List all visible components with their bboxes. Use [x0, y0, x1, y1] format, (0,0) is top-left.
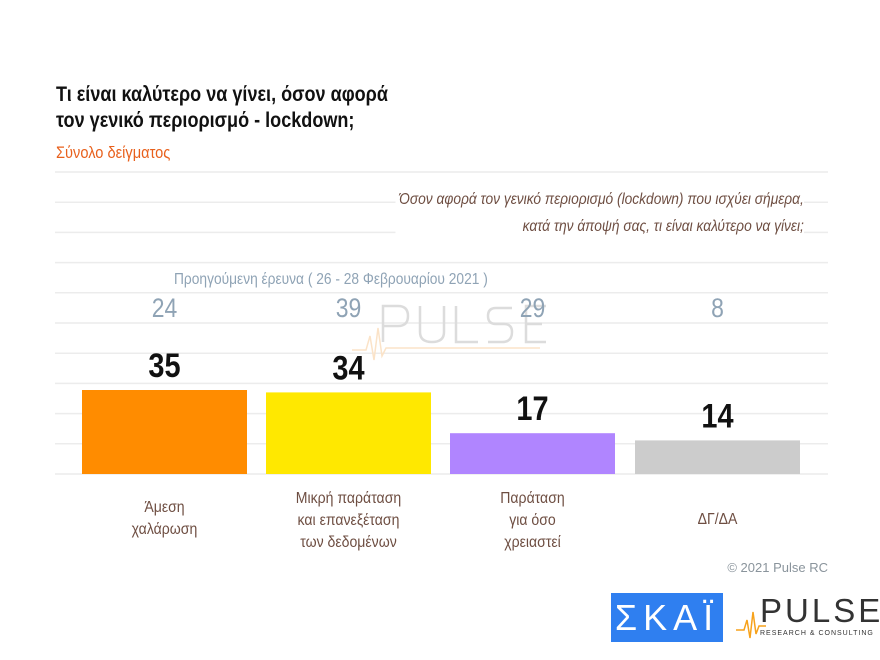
- survey-question: Όσον αφορά τον γενικό περιορισμό (lockdo…: [395, 186, 804, 240]
- data-label: 35: [148, 346, 180, 385]
- pulse-wave-icon: [736, 611, 766, 639]
- data-label: 17: [516, 389, 548, 428]
- previous-value-label: 39: [336, 293, 362, 323]
- copyright: © 2021 Pulse RC: [727, 560, 828, 575]
- category-label: Άμεση: [144, 498, 184, 516]
- previous-survey-label: Προηγούμενη έρευνα ( 26 - 28 Φεβρουαρίου…: [174, 271, 488, 288]
- category-label: των δεδομένων: [300, 533, 397, 551]
- category-label: Παράταση: [500, 489, 564, 507]
- question-line-2: κατά την άποψή σας, τι είναι καλύτερο να…: [522, 218, 804, 235]
- category-label: ΔΓ/ΔΑ: [698, 510, 739, 528]
- chart-subtitle: Σύνολο δείγματος: [56, 143, 171, 162]
- chart-title: Τι είναι καλύτερο να γίνει, όσον αφορά τ…: [56, 82, 388, 134]
- title-line-1: Τι είναι καλύτερο να γίνει, όσον αφορά: [56, 83, 388, 106]
- bar: [82, 390, 247, 474]
- data-label: 34: [332, 348, 365, 387]
- watermark-logo: [381, 304, 546, 344]
- title-line-2: τον γενικό περιορισμό - lockdown;: [56, 109, 355, 132]
- category-label: χαλάρωση: [132, 520, 198, 538]
- pulse-logo: PULSE RESEARCH & CONSULTING: [736, 592, 880, 642]
- category-label: και επανεξέταση: [298, 511, 400, 529]
- category-label: χρειαστεί: [504, 533, 561, 551]
- previous-value-label: 29: [520, 293, 546, 323]
- category-label: Μικρή παράταση: [296, 489, 401, 507]
- previous-value-label: 8: [711, 293, 724, 323]
- category-label: για όσο: [509, 511, 556, 529]
- previous-value-label: 24: [152, 293, 178, 323]
- bar: [450, 433, 615, 474]
- bar: [266, 392, 431, 474]
- bar: [635, 440, 800, 474]
- question-line-1: Όσον αφορά τον γενικό περιορισμό (lockdo…: [399, 191, 804, 208]
- skai-logo: ΣΚΑΪ: [611, 593, 723, 642]
- data-label: 14: [701, 396, 734, 435]
- watermark-wave: [352, 327, 540, 361]
